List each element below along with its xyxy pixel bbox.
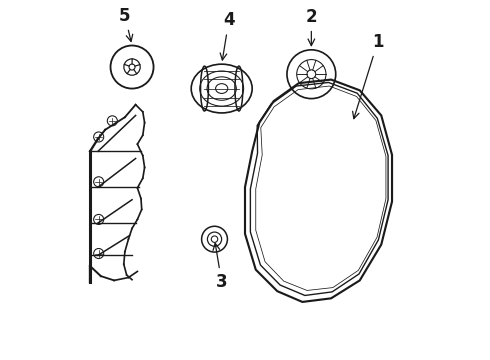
Text: 3: 3 (213, 243, 227, 291)
Text: 4: 4 (220, 12, 235, 60)
Text: 1: 1 (353, 33, 384, 119)
Text: 5: 5 (119, 7, 133, 41)
Text: 2: 2 (306, 8, 317, 46)
